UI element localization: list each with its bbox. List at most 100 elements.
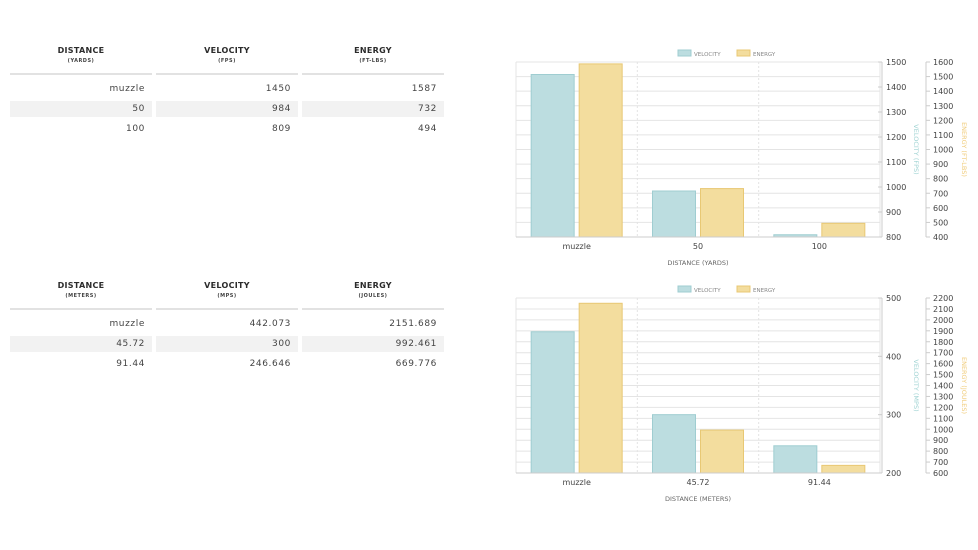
table-row: 45.72 300 992.461	[10, 336, 448, 352]
bar-energy	[700, 188, 744, 238]
y2-tick-label: 700	[933, 458, 948, 467]
bar-velocity	[652, 414, 696, 474]
x-axis-title: DISTANCE (METERS)	[665, 495, 731, 503]
cell-distance: muzzle	[109, 319, 145, 329]
cell-energy: 732	[302, 101, 444, 117]
y2-tick-label: 2200	[933, 294, 953, 303]
cell-distance: muzzle	[109, 84, 145, 94]
y2-tick-label: 1000	[933, 146, 953, 155]
y-tick-label: 500	[886, 294, 901, 303]
metric-chart-svg: muzzle 45.72 91.44 200 300 400 500 600 700 800 900…	[515, 285, 968, 503]
y2-tick-label: 1400	[933, 382, 953, 391]
cell-velocity: 984	[156, 101, 298, 117]
cell-velocity: 809	[272, 124, 291, 134]
y-tick-label: 200	[886, 469, 901, 478]
header-divider	[10, 308, 448, 310]
bar-energy	[700, 429, 744, 474]
y2-tick-label: 600	[933, 469, 948, 478]
cell-energy: 992.461	[302, 336, 444, 352]
column-header-velocity: VELOCITY (FPS)	[204, 46, 250, 64]
legend-swatch-velocity	[677, 285, 692, 293]
table-row: 91.44 246.646 669.776	[10, 356, 448, 372]
legend-swatch-velocity	[677, 49, 692, 57]
y2-tick-label: 1900	[933, 327, 953, 336]
y2-tick-label: 1500	[933, 371, 953, 380]
y-tick-label: 1000	[886, 183, 906, 192]
x-tick-label: 45.72	[687, 478, 710, 487]
y2-tick-label: 1400	[933, 87, 953, 96]
cell-distance: 45.72	[10, 336, 152, 352]
y2-tick-label: 900	[933, 160, 948, 169]
y2-tick-label: 1200	[933, 403, 953, 412]
cell-velocity: 246.646	[249, 359, 291, 369]
y2-tick-label: 2000	[933, 316, 953, 325]
legend-swatch-energy	[736, 285, 751, 293]
metric-table: DISTANCE (METERS) VELOCITY (MPS) ENERGY …	[10, 280, 448, 372]
bar-velocity	[530, 331, 575, 474]
y-tick-label: 300	[886, 411, 901, 420]
legend-label-velocity: VELOCITY	[694, 288, 721, 294]
y-tick-label: 900	[886, 208, 901, 217]
cell-distance: 50	[10, 101, 152, 117]
y2-axis-title: ENERGY (FT-LBS)	[960, 122, 968, 177]
y2-tick-label: 500	[933, 218, 948, 227]
imperial-chart: muzzle 50 100 800 900 1000 1100 1200 1300 1400 150…	[512, 44, 978, 270]
bar-energy	[821, 464, 866, 474]
y2-tick-label: 1100	[933, 414, 953, 423]
y-tick-label: 1500	[886, 58, 906, 67]
cell-energy: 669.776	[395, 359, 437, 369]
imperial-table: DISTANCE (YARDS) VELOCITY (FPS) ENERGY (…	[10, 45, 448, 137]
header-divider	[10, 73, 448, 75]
column-header-energy: ENERGY (FT-LBS)	[354, 46, 392, 64]
cell-distance: 100	[126, 124, 145, 134]
y-tick-label: 400	[886, 352, 901, 361]
y-tick-label: 1100	[886, 158, 906, 167]
x-axis-title: DISTANCE (YARDS)	[667, 259, 728, 267]
column-header-velocity: VELOCITY (MPS)	[204, 281, 250, 299]
cell-energy: 494	[418, 124, 437, 134]
y2-axis-title: ENERGY (JOULES)	[960, 357, 968, 414]
table-row: 50 984 732	[10, 101, 448, 117]
bar-energy	[821, 222, 866, 238]
column-header-distance: DISTANCE (METERS)	[57, 281, 105, 299]
y2-tick-label: 2100	[933, 305, 953, 314]
y-tick-label: 800	[886, 233, 901, 242]
y-axis-title: VELOCITY (FPS)	[912, 124, 920, 174]
y-axis-title: VELOCITY (MPS)	[912, 359, 920, 411]
y2-tick-label: 600	[933, 204, 948, 213]
x-tick-label: muzzle	[562, 242, 590, 251]
y2-tick-label: 800	[933, 447, 948, 456]
y2-tick-label: 900	[933, 436, 948, 445]
x-tick-label: 91.44	[808, 478, 831, 487]
y2-tick-label: 1100	[933, 131, 953, 140]
legend-label-energy: ENERGY	[753, 288, 776, 294]
cell-energy: 1587	[411, 84, 437, 94]
table-header: DISTANCE (YARDS) VELOCITY (FPS) ENERGY (…	[10, 45, 448, 71]
y2-tick-label: 1600	[933, 58, 953, 67]
column-header-distance: DISTANCE (YARDS)	[57, 46, 105, 64]
legend-label-velocity: VELOCITY	[694, 52, 721, 58]
cell-velocity: 1450	[265, 84, 291, 94]
bar-energy	[578, 302, 623, 474]
table-header: DISTANCE (METERS) VELOCITY (MPS) ENERGY …	[10, 280, 448, 306]
bar-velocity	[652, 190, 696, 238]
table-row: muzzle 1450 1587	[10, 81, 448, 97]
legend-label-energy: ENERGY	[753, 52, 776, 58]
column-header-energy: ENERGY (JOULES)	[354, 281, 392, 299]
x-tick-label: 50	[693, 242, 703, 251]
bar-velocity	[773, 445, 818, 474]
bar-velocity	[530, 74, 575, 238]
y2-tick-label: 1200	[933, 116, 953, 125]
y2-tick-label: 1000	[933, 425, 953, 434]
y2-tick-label: 1500	[933, 73, 953, 82]
cell-velocity: 442.073	[249, 319, 291, 329]
cell-velocity: 300	[156, 336, 298, 352]
y-tick-label: 1400	[886, 83, 906, 92]
y2-tick-label: 1700	[933, 349, 953, 358]
imperial-chart-svg: muzzle 50 100 800 900 1000 1100 1200 1300 1400 150…	[515, 49, 968, 267]
y2-tick-label: 1800	[933, 338, 953, 347]
x-tick-label: 100	[812, 242, 827, 251]
cell-energy: 2151.689	[389, 319, 437, 329]
metric-chart: muzzle 45.72 91.44 200 300 400 500 600 700 800 900…	[512, 280, 978, 506]
cell-distance: 91.44	[116, 359, 145, 369]
